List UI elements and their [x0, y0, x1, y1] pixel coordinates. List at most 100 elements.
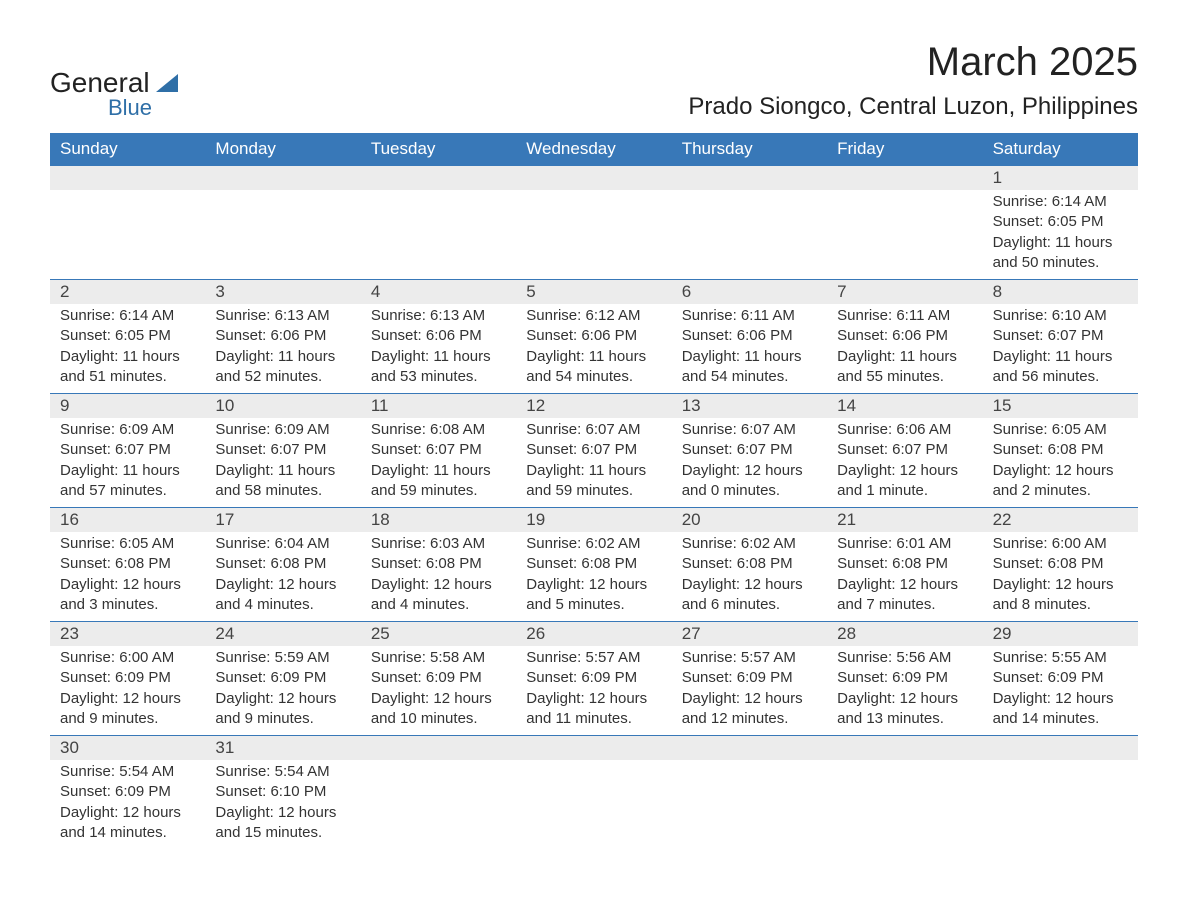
sunset-text: Sunset: 6:08 PM [993, 440, 1128, 460]
day-detail: Sunrise: 6:12 AMSunset: 6:06 PMDaylight:… [516, 304, 671, 393]
day-number: 18 [361, 508, 516, 532]
day-number: 27 [672, 622, 827, 646]
week-row: 30Sunrise: 5:54 AMSunset: 6:09 PMDayligh… [50, 735, 1138, 849]
day-detail: Sunrise: 6:00 AMSunset: 6:09 PMDaylight:… [50, 646, 205, 735]
day-detail: Sunrise: 5:56 AMSunset: 6:09 PMDaylight:… [827, 646, 982, 735]
day-cell: 17Sunrise: 6:04 AMSunset: 6:08 PMDayligh… [205, 508, 360, 621]
day-number: 12 [516, 394, 671, 418]
empty-cell [983, 736, 1138, 849]
sunset-text: Sunset: 6:09 PM [60, 668, 195, 688]
daylight-text: Daylight: 11 hours and 55 minutes. [837, 347, 972, 388]
sunrise-text: Sunrise: 6:06 AM [837, 420, 972, 440]
day-cell: 25Sunrise: 5:58 AMSunset: 6:09 PMDayligh… [361, 622, 516, 735]
daylight-text: Daylight: 12 hours and 11 minutes. [526, 689, 661, 730]
day-detail: Sunrise: 6:08 AMSunset: 6:07 PMDaylight:… [361, 418, 516, 507]
sunset-text: Sunset: 6:07 PM [993, 326, 1128, 346]
daylight-text: Daylight: 12 hours and 9 minutes. [215, 689, 350, 730]
sunrise-text: Sunrise: 6:05 AM [60, 534, 195, 554]
logo-word2: Blue [108, 95, 152, 121]
logo-triangle-icon [156, 74, 178, 92]
sunset-text: Sunset: 6:09 PM [837, 668, 972, 688]
sunrise-text: Sunrise: 6:13 AM [215, 306, 350, 326]
day-header-row: SundayMondayTuesdayWednesdayThursdayFrid… [50, 133, 1138, 165]
sunset-text: Sunset: 6:08 PM [837, 554, 972, 574]
empty-cell [672, 166, 827, 279]
day-number: 15 [983, 394, 1138, 418]
day-detail: Sunrise: 6:13 AMSunset: 6:06 PMDaylight:… [205, 304, 360, 393]
day-cell: 27Sunrise: 5:57 AMSunset: 6:09 PMDayligh… [672, 622, 827, 735]
day-cell: 20Sunrise: 6:02 AMSunset: 6:08 PMDayligh… [672, 508, 827, 621]
sunrise-text: Sunrise: 6:04 AM [215, 534, 350, 554]
day-number [672, 736, 827, 760]
sunrise-text: Sunrise: 6:11 AM [837, 306, 972, 326]
sunset-text: Sunset: 6:09 PM [371, 668, 506, 688]
daylight-text: Daylight: 11 hours and 59 minutes. [371, 461, 506, 502]
day-label: Saturday [983, 133, 1138, 165]
sunset-text: Sunset: 6:08 PM [60, 554, 195, 574]
day-number [516, 736, 671, 760]
day-cell: 5Sunrise: 6:12 AMSunset: 6:06 PMDaylight… [516, 280, 671, 393]
week-row: 1Sunrise: 6:14 AMSunset: 6:05 PMDaylight… [50, 165, 1138, 279]
day-cell: 10Sunrise: 6:09 AMSunset: 6:07 PMDayligh… [205, 394, 360, 507]
day-number [205, 166, 360, 190]
empty-cell [827, 166, 982, 279]
sunset-text: Sunset: 6:06 PM [682, 326, 817, 346]
header: General Blue March 2025 Prado Siongco, C… [50, 40, 1138, 121]
day-number: 31 [205, 736, 360, 760]
day-cell: 12Sunrise: 6:07 AMSunset: 6:07 PMDayligh… [516, 394, 671, 507]
sunset-text: Sunset: 6:08 PM [526, 554, 661, 574]
empty-cell [827, 736, 982, 849]
empty-cell [516, 736, 671, 849]
sunrise-text: Sunrise: 6:12 AM [526, 306, 661, 326]
day-cell: 7Sunrise: 6:11 AMSunset: 6:06 PMDaylight… [827, 280, 982, 393]
daylight-text: Daylight: 11 hours and 54 minutes. [526, 347, 661, 388]
day-cell: 6Sunrise: 6:11 AMSunset: 6:06 PMDaylight… [672, 280, 827, 393]
day-cell: 13Sunrise: 6:07 AMSunset: 6:07 PMDayligh… [672, 394, 827, 507]
day-number [983, 736, 1138, 760]
day-number: 22 [983, 508, 1138, 532]
day-number: 9 [50, 394, 205, 418]
day-number: 6 [672, 280, 827, 304]
day-cell: 2Sunrise: 6:14 AMSunset: 6:05 PMDaylight… [50, 280, 205, 393]
sunrise-text: Sunrise: 6:13 AM [371, 306, 506, 326]
sunset-text: Sunset: 6:09 PM [215, 668, 350, 688]
day-number: 8 [983, 280, 1138, 304]
day-number: 4 [361, 280, 516, 304]
day-number: 23 [50, 622, 205, 646]
day-number: 28 [827, 622, 982, 646]
day-cell: 23Sunrise: 6:00 AMSunset: 6:09 PMDayligh… [50, 622, 205, 735]
daylight-text: Daylight: 11 hours and 52 minutes. [215, 347, 350, 388]
day-cell: 24Sunrise: 5:59 AMSunset: 6:09 PMDayligh… [205, 622, 360, 735]
empty-cell [361, 166, 516, 279]
day-number: 19 [516, 508, 671, 532]
sunrise-text: Sunrise: 6:00 AM [993, 534, 1128, 554]
sunset-text: Sunset: 6:06 PM [837, 326, 972, 346]
day-cell: 16Sunrise: 6:05 AMSunset: 6:08 PMDayligh… [50, 508, 205, 621]
sunrise-text: Sunrise: 6:03 AM [371, 534, 506, 554]
daylight-text: Daylight: 11 hours and 51 minutes. [60, 347, 195, 388]
day-detail: Sunrise: 6:07 AMSunset: 6:07 PMDaylight:… [672, 418, 827, 507]
sunrise-text: Sunrise: 5:55 AM [993, 648, 1128, 668]
day-cell: 30Sunrise: 5:54 AMSunset: 6:09 PMDayligh… [50, 736, 205, 849]
day-number [827, 166, 982, 190]
sunrise-text: Sunrise: 6:09 AM [215, 420, 350, 440]
sunrise-text: Sunrise: 5:57 AM [526, 648, 661, 668]
daylight-text: Daylight: 12 hours and 6 minutes. [682, 575, 817, 616]
sunrise-text: Sunrise: 5:56 AM [837, 648, 972, 668]
sunset-text: Sunset: 6:08 PM [215, 554, 350, 574]
sunrise-text: Sunrise: 6:02 AM [682, 534, 817, 554]
day-number: 17 [205, 508, 360, 532]
sunset-text: Sunset: 6:09 PM [60, 782, 195, 802]
sunset-text: Sunset: 6:07 PM [526, 440, 661, 460]
sunset-text: Sunset: 6:07 PM [371, 440, 506, 460]
day-number: 11 [361, 394, 516, 418]
day-label: Wednesday [516, 133, 671, 165]
sunrise-text: Sunrise: 5:58 AM [371, 648, 506, 668]
empty-cell [672, 736, 827, 849]
day-cell: 14Sunrise: 6:06 AMSunset: 6:07 PMDayligh… [827, 394, 982, 507]
day-cell: 18Sunrise: 6:03 AMSunset: 6:08 PMDayligh… [361, 508, 516, 621]
empty-cell [516, 166, 671, 279]
day-detail: Sunrise: 6:09 AMSunset: 6:07 PMDaylight:… [50, 418, 205, 507]
day-detail: Sunrise: 5:57 AMSunset: 6:09 PMDaylight:… [516, 646, 671, 735]
day-detail: Sunrise: 6:11 AMSunset: 6:06 PMDaylight:… [827, 304, 982, 393]
